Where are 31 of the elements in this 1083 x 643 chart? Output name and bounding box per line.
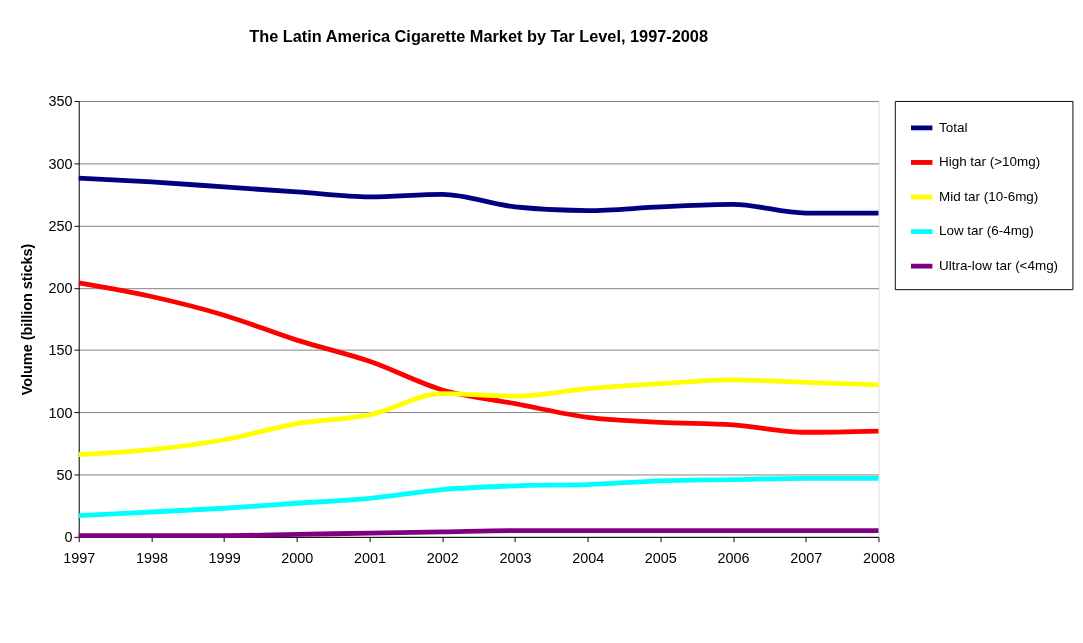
y-axis-title: Volume (billion sticks) (19, 243, 36, 396)
y-tick-label: 250 (48, 217, 73, 234)
legend-label: High tar (>10mg) (938, 154, 1041, 170)
line-series (76, 280, 881, 435)
x-tick-label: 1997 (63, 550, 96, 567)
x-tick-label: 2007 (790, 550, 823, 567)
y-tick-label: 50 (56, 466, 73, 483)
x-tick-label: 2002 (426, 550, 459, 567)
legend-label: Ultra-low tar (<4mg) (938, 257, 1059, 273)
legend-label: Low tar (6-4mg) (938, 223, 1034, 239)
y-tick-label: 0 (64, 529, 73, 546)
y-tick-label: 300 (48, 155, 73, 172)
line-series (76, 377, 881, 458)
legend-label: Mid tar (10-6mg) (938, 188, 1039, 204)
x-tick-label: 2000 (281, 550, 314, 567)
x-tick-label: 2003 (499, 550, 532, 567)
x-tick-label: 2005 (644, 550, 677, 567)
y-tick-label: 150 (48, 342, 73, 359)
chart-title: The Latin America Cigarette Market by Tar Level, 1997-2008 (249, 27, 708, 46)
legend-label: Total (938, 119, 968, 135)
x-tick-label: 2008 (862, 550, 895, 567)
x-tick-label: 1998 (135, 550, 168, 567)
x-tick-label: 2004 (572, 550, 605, 567)
y-tick-label: 350 (48, 93, 73, 110)
x-tick-label: 2006 (717, 550, 750, 567)
x-tick-label: 2001 (354, 550, 387, 567)
y-tick-label: 100 (48, 404, 73, 421)
y-tick-label: 200 (48, 280, 73, 297)
line-series (76, 475, 881, 519)
x-tick-label: 1999 (208, 550, 241, 567)
line-series (76, 175, 881, 216)
